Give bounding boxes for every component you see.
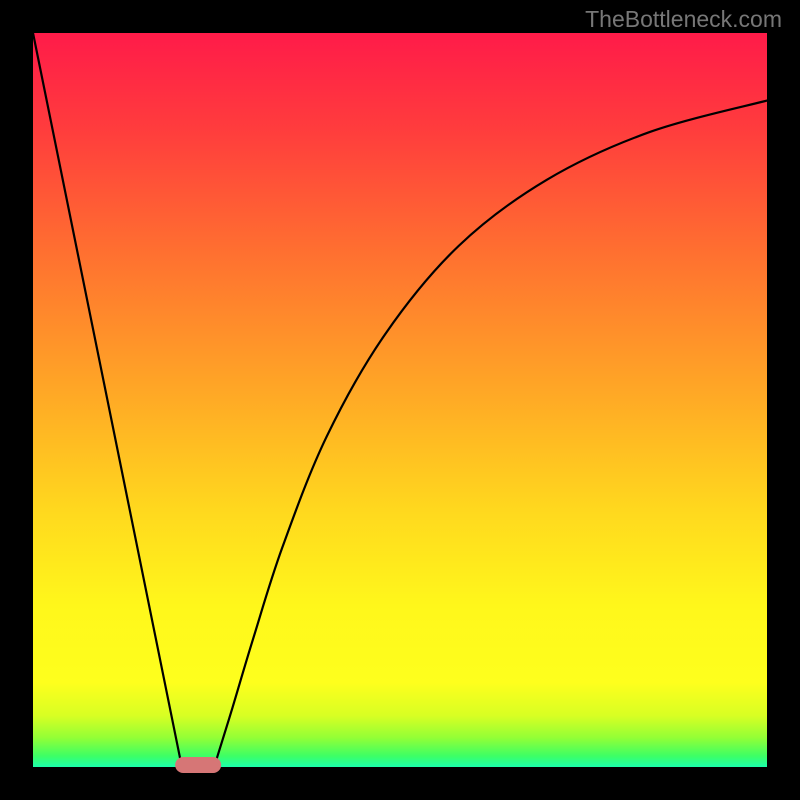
attribution-text: TheBottleneck.com xyxy=(585,6,782,33)
bottleneck-chart: TheBottleneck.com xyxy=(0,0,800,800)
chart-svg xyxy=(0,0,800,800)
